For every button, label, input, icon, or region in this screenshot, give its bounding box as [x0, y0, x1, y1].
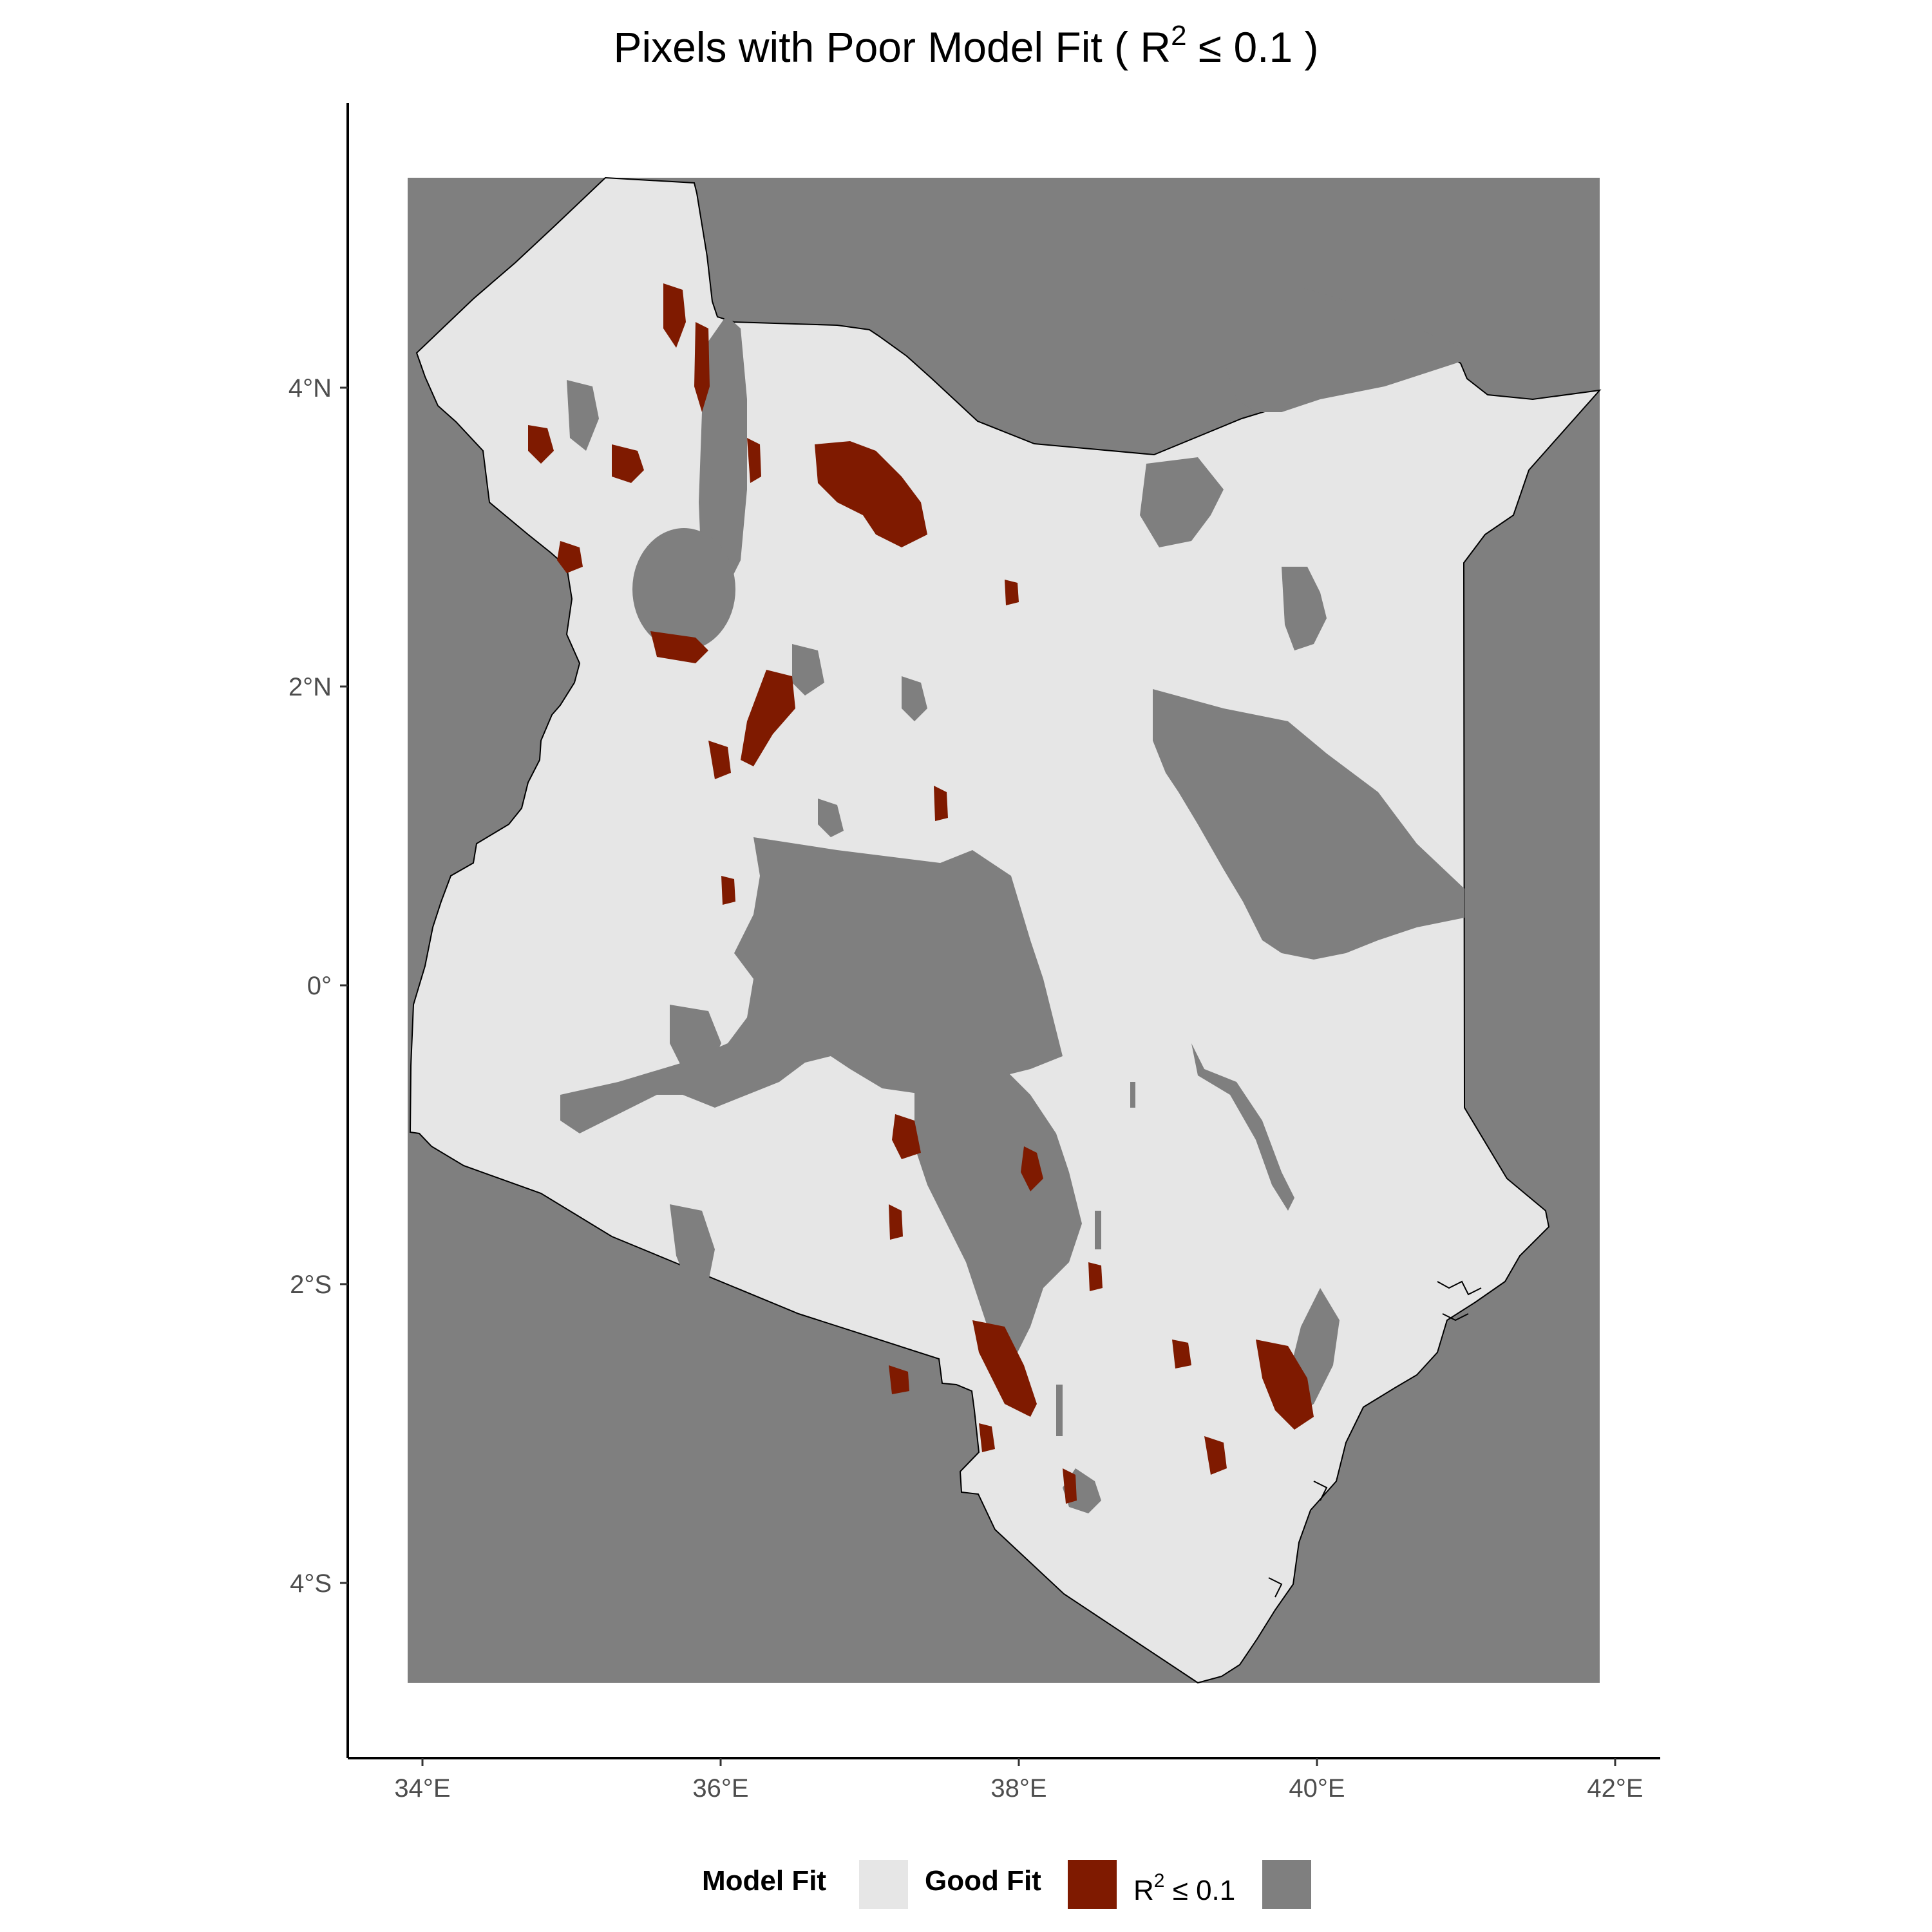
y-tick-label: 2°S: [290, 1271, 332, 1299]
legend-label-poor-fit: R2 ≤ 0.1: [1133, 1870, 1235, 1906]
no-data-patches: [560, 283, 1464, 1513]
x-axis-labels: 34°E 36°E 38°E 40°E 42°E: [394, 1774, 1643, 1803]
y-tick-label: 4°S: [290, 1569, 332, 1598]
y-axis-labels: 4°N 2°N 0° 2°S 4°S: [289, 374, 332, 1598]
plot-title: Pixels with Poor Model Fit ( R2 ≤ 0.1 ): [613, 20, 1318, 71]
x-tick-label: 34°E: [394, 1774, 450, 1803]
coastline-detail: [1268, 1280, 1482, 1598]
x-tick-label: 40°E: [1289, 1774, 1345, 1803]
legend-swatch-good-fit: [859, 1860, 908, 1909]
x-axis-ticks: [421, 1758, 1616, 1766]
legend-label-good-fit: Good Fit: [925, 1865, 1041, 1897]
legend-swatch-poor-fit: [1068, 1860, 1117, 1909]
poor-fit-pixels: [528, 283, 1314, 1504]
y-tick-label: 4°N: [289, 374, 332, 402]
y-axis-ticks: [340, 386, 348, 1584]
x-tick-label: 42°E: [1587, 1774, 1643, 1803]
legend-title: Model Fit: [702, 1865, 826, 1897]
x-tick-label: 38°E: [990, 1774, 1046, 1803]
x-tick-label: 36°E: [692, 1774, 748, 1803]
legend: Model Fit Good Fit R2 ≤ 0.1: [702, 1860, 1311, 1909]
legend-swatch-no-data: [1262, 1860, 1311, 1909]
y-tick-label: 2°N: [289, 673, 332, 701]
y-tick-label: 0°: [307, 972, 332, 1000]
